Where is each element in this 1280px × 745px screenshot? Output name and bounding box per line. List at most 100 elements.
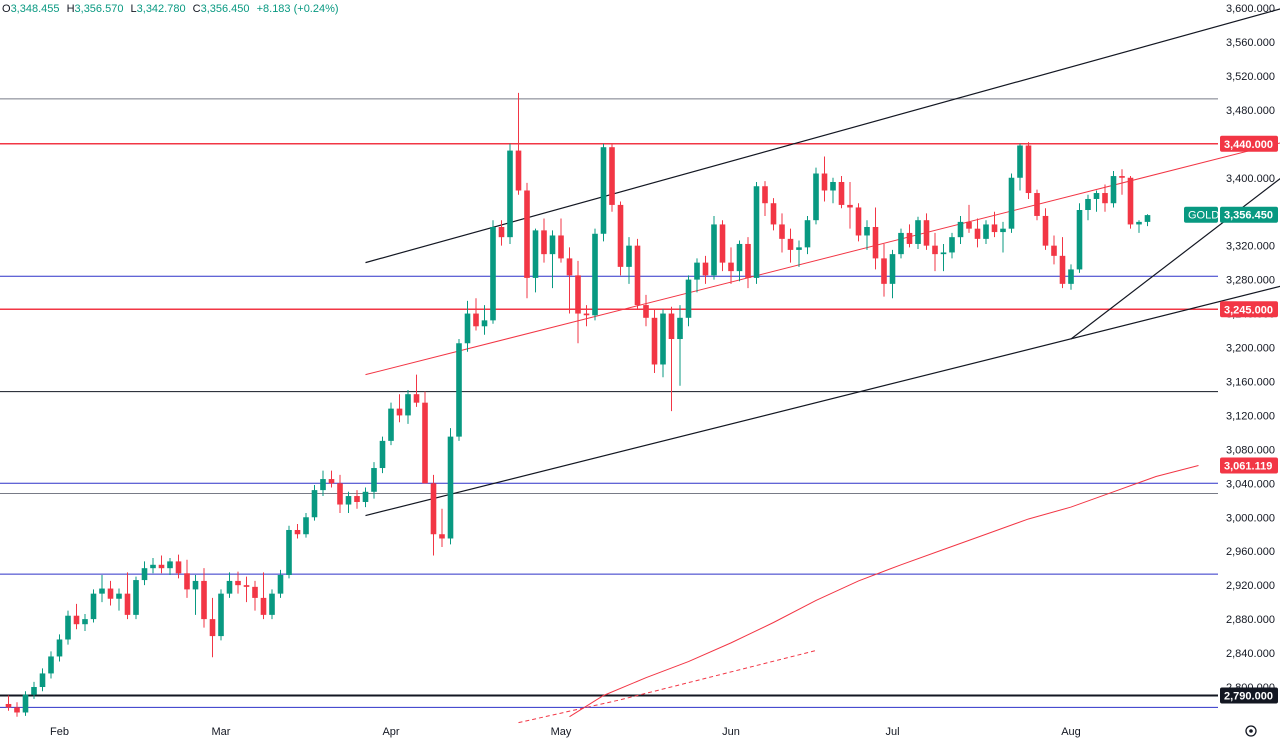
candle: [1085, 194, 1091, 221]
candle: [753, 181, 760, 284]
trend-line: [365, 285, 1280, 517]
candle: [575, 260, 581, 344]
price-axis: 2,800.0002,840.0002,880.0002,920.0002,96…: [1226, 3, 1275, 694]
candle-body: [1068, 269, 1074, 284]
candle-body: [362, 491, 369, 502]
candle: [141, 561, 148, 586]
candle: [175, 554, 182, 579]
candle: [983, 220, 989, 244]
candle: [915, 216, 921, 250]
candle-body: [702, 262, 709, 276]
close-label: C: [192, 3, 201, 15]
candle-body: [753, 186, 760, 278]
candle: [940, 243, 947, 272]
candle: [889, 249, 896, 299]
candle-body: [1093, 193, 1100, 199]
open-value: 3,348.455: [10, 3, 60, 15]
candle-body: [65, 615, 71, 640]
moving-average: [518, 465, 1199, 724]
ma-price-label: 3,061.119: [1220, 457, 1278, 474]
y-tick-label: 3,120.000: [1226, 410, 1275, 422]
candle-body: [915, 220, 921, 244]
candle-body: [1042, 215, 1049, 246]
candle: [311, 485, 318, 521]
candle: [779, 213, 785, 253]
candle-body: [167, 561, 173, 569]
candle: [600, 143, 607, 242]
candle-body: [864, 226, 870, 236]
candle-body: [175, 561, 182, 574]
ohlc-legend: O3,348.455 H3,356.570 L3,342.780 C3,356.…: [2, 3, 343, 15]
y-tick-label: 3,080.000: [1226, 444, 1275, 456]
y-tick-label: 3,160.000: [1226, 376, 1275, 388]
candle: [830, 177, 836, 204]
candle: [252, 580, 258, 611]
candle-body: [694, 262, 700, 280]
candle-body: [303, 517, 309, 535]
candle: [1017, 143, 1023, 191]
candle-body: [770, 203, 777, 225]
trend-lines: [365, 8, 1280, 517]
candle-body: [1102, 193, 1108, 204]
candle: [73, 603, 80, 630]
candle-body: [600, 147, 607, 234]
candle-body: [889, 254, 896, 284]
candle: [881, 243, 887, 297]
candle-body: [932, 245, 938, 255]
candle: [388, 402, 394, 446]
candle: [184, 559, 190, 598]
y-tick-label: 3,040.000: [1226, 478, 1275, 490]
ma-dashed-line: [518, 650, 817, 724]
candle: [303, 513, 309, 538]
candle: [439, 508, 445, 547]
candle-body: [243, 585, 250, 587]
candle-body: [1000, 228, 1006, 233]
candle: [728, 247, 734, 284]
candle: [957, 215, 964, 244]
candle: [1119, 169, 1125, 195]
settings-icon[interactable]: [1245, 725, 1257, 737]
level-price-label-text: 2,790.000: [1224, 691, 1273, 703]
y-tick-label: 3,520.000: [1226, 71, 1275, 83]
candle-body: [1127, 177, 1134, 225]
y-tick-label: 3,560.000: [1226, 37, 1275, 49]
candle: [532, 228, 539, 293]
y-tick-label: 3,000.000: [1226, 512, 1275, 524]
candle: [5, 695, 12, 711]
candle: [277, 569, 284, 598]
y-tick-label: 2,960.000: [1226, 546, 1275, 558]
candle: [320, 470, 326, 497]
last-price-label-bg: [1220, 206, 1278, 223]
candle: [1144, 214, 1151, 227]
change-value: +8.183 (+0.24%): [256, 3, 339, 15]
y-tick-label: 3,200.000: [1226, 343, 1275, 355]
candle-body: [124, 593, 131, 615]
x-tick-label: Jun: [722, 726, 740, 738]
candle: [345, 491, 352, 514]
candle-body: [218, 593, 224, 637]
candle-body: [294, 529, 301, 535]
candle-body: [1034, 193, 1040, 216]
candle-body: [286, 529, 292, 575]
candle-body: [677, 317, 683, 340]
candle-body: [5, 703, 12, 708]
level-price-label: 2,790.000: [1220, 687, 1278, 704]
candle: [923, 213, 930, 250]
candle-body: [1144, 215, 1151, 222]
last-price-label-text: 3,356.450: [1224, 210, 1273, 222]
symbol-badge-bg: [1184, 206, 1218, 223]
candle-body: [566, 258, 573, 276]
candle: [626, 237, 632, 284]
candle-body: [260, 597, 267, 615]
candle: [116, 588, 122, 611]
candle-body: [56, 639, 63, 657]
candle: [558, 218, 564, 263]
candle: [413, 374, 420, 407]
candle-body: [685, 279, 692, 318]
candle: [354, 490, 360, 509]
candle-body: [1008, 177, 1015, 229]
candle: [1008, 173, 1015, 233]
candle-body: [1110, 176, 1117, 204]
candle: [1127, 176, 1134, 229]
